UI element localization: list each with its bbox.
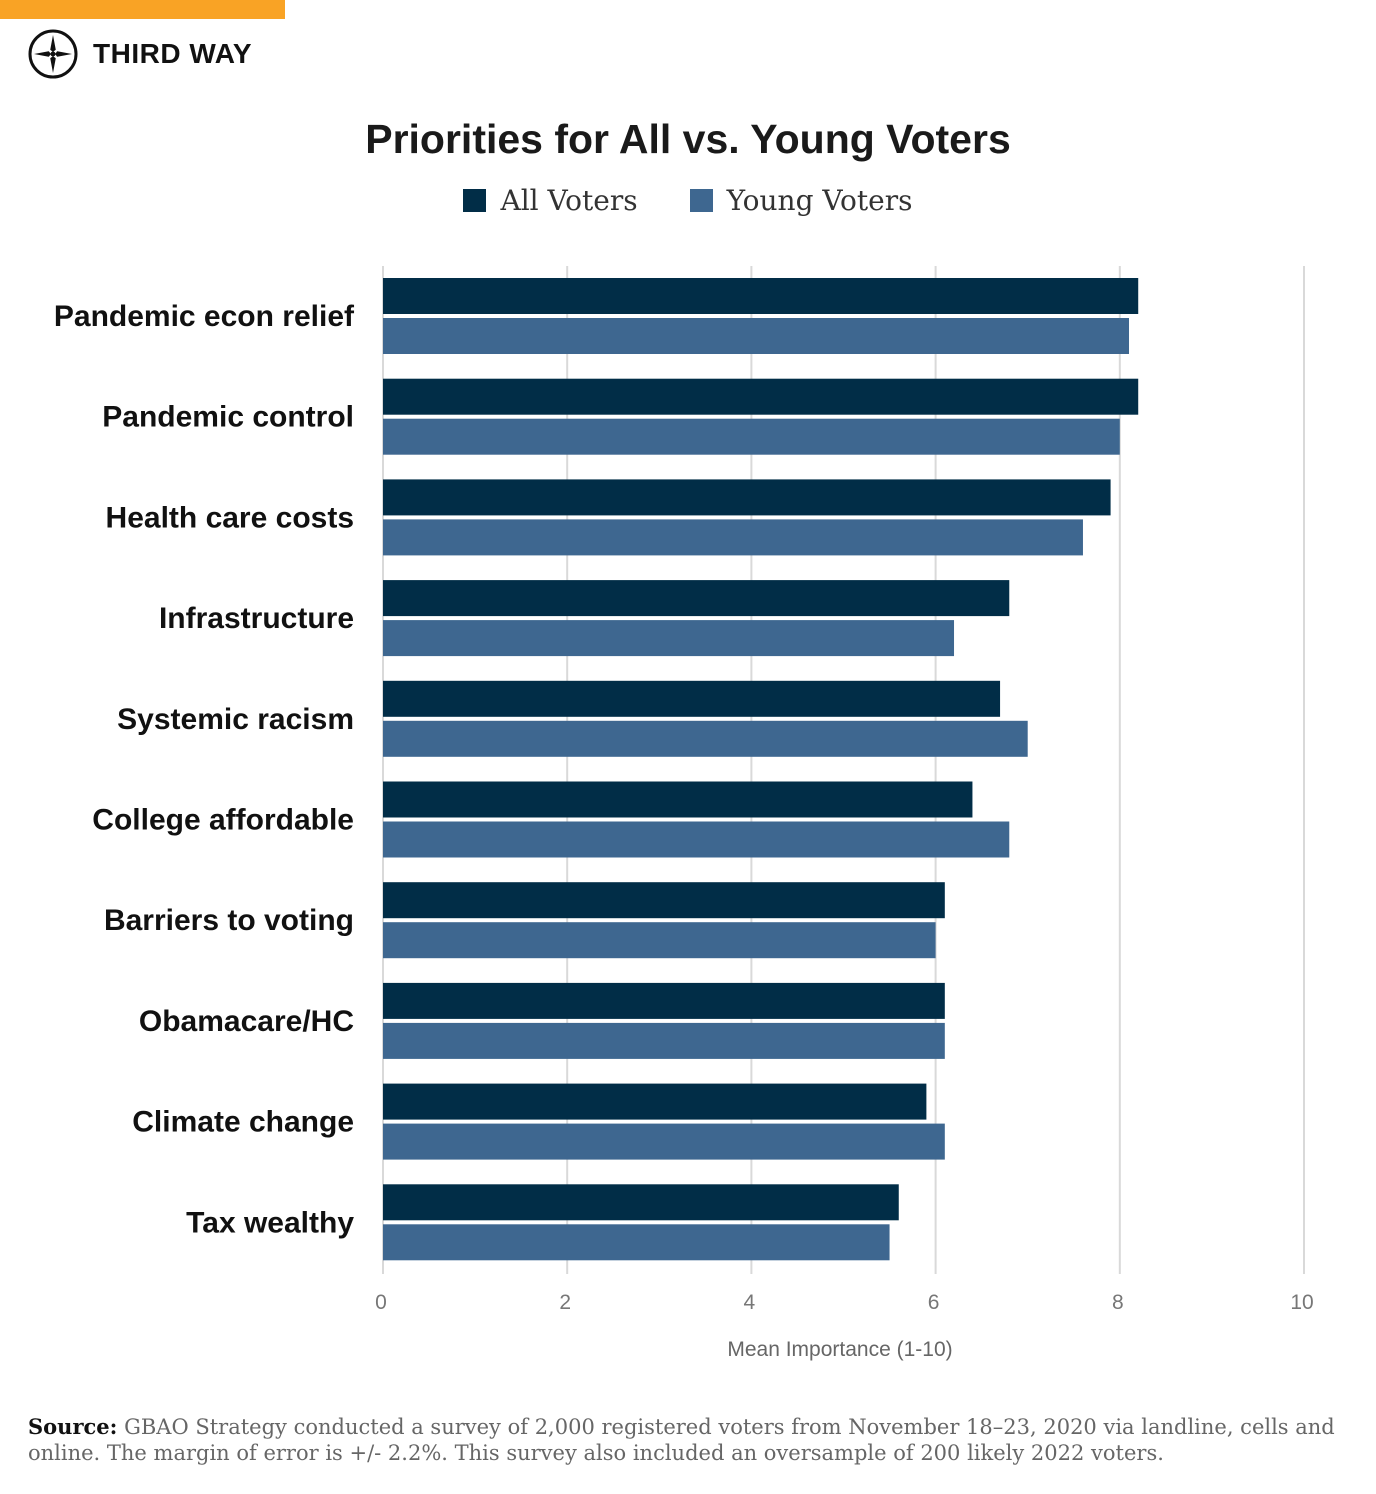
bar-young-voters [383, 620, 955, 657]
bar-all-voters [383, 882, 945, 919]
legend-label-young-voters: Young Voters [726, 184, 913, 217]
bar-young-voters [383, 922, 936, 959]
legend-swatch-all-voters [463, 189, 487, 212]
x-axis-label: Mean Importance (1-10) [727, 1338, 952, 1361]
bar-all-voters [383, 580, 1010, 617]
bar-all-voters [383, 1184, 899, 1221]
source-text: GBAO Strategy conducted a survey of 2,00… [28, 1415, 1335, 1465]
category-label: Barriers to voting [104, 904, 354, 937]
compass-icon [28, 29, 78, 79]
bar-young-voters [383, 318, 1130, 354]
accent-bar [0, 0, 285, 19]
legend-swatch-young-voters [689, 189, 713, 212]
category-label: Climate change [132, 1106, 354, 1139]
brand-name: THIRD WAY [93, 38, 253, 69]
category-label: Tax wealthy [186, 1206, 354, 1239]
category-label: Pandemic control [102, 401, 354, 434]
bar-all-voters [383, 982, 945, 1019]
bar-all-voters [383, 680, 1001, 717]
bar-young-voters [383, 519, 1083, 556]
bar-young-voters [383, 1224, 890, 1261]
x-tick-label: 0 [375, 1291, 387, 1314]
x-tick-label: 2 [559, 1291, 571, 1314]
bar-young-voters [383, 418, 1120, 455]
bar-young-voters [383, 720, 1028, 757]
x-tick-label: 10 [1290, 1291, 1313, 1314]
category-label: Systemic racism [117, 703, 354, 736]
category-label: Health care costs [106, 501, 354, 534]
brand-logo: THIRD WAY [27, 28, 252, 80]
bar-young-voters [383, 1123, 945, 1160]
bar-young-voters [383, 1022, 945, 1059]
bar-all-voters [383, 781, 973, 818]
bar-all-voters [383, 378, 1139, 415]
x-tick-label: 4 [744, 1291, 756, 1314]
category-label: Obamacare/HC [139, 1005, 354, 1038]
chart-title: Priorities for All vs. Young Voters [365, 116, 1011, 162]
source-label: Source: [28, 1414, 118, 1439]
source-note: Source: GBAO Strategy conducted a survey… [28, 1414, 1348, 1466]
legend-item-all-voters: All Voters [463, 184, 638, 217]
bar-chart: 0 2 4 6 8 10 Pandemic econ relief Pandemic cont… [54, 266, 1314, 1361]
bar-all-voters [383, 1083, 927, 1120]
legend-label-all-voters: All Voters [500, 184, 638, 217]
bar-all-voters [383, 278, 1139, 314]
bar-young-voters [383, 821, 1010, 858]
category-label: Pandemic econ relief [54, 300, 355, 333]
bar-all-voters [383, 479, 1111, 516]
category-label: Infrastructure [159, 602, 354, 635]
chart-legend: All Voters Young Voters [0, 184, 1376, 217]
x-tick-label: 6 [928, 1291, 940, 1314]
x-tick-label: 8 [1112, 1291, 1124, 1314]
category-label: College affordable [92, 804, 354, 837]
legend-item-young-voters: Young Voters [689, 184, 913, 217]
